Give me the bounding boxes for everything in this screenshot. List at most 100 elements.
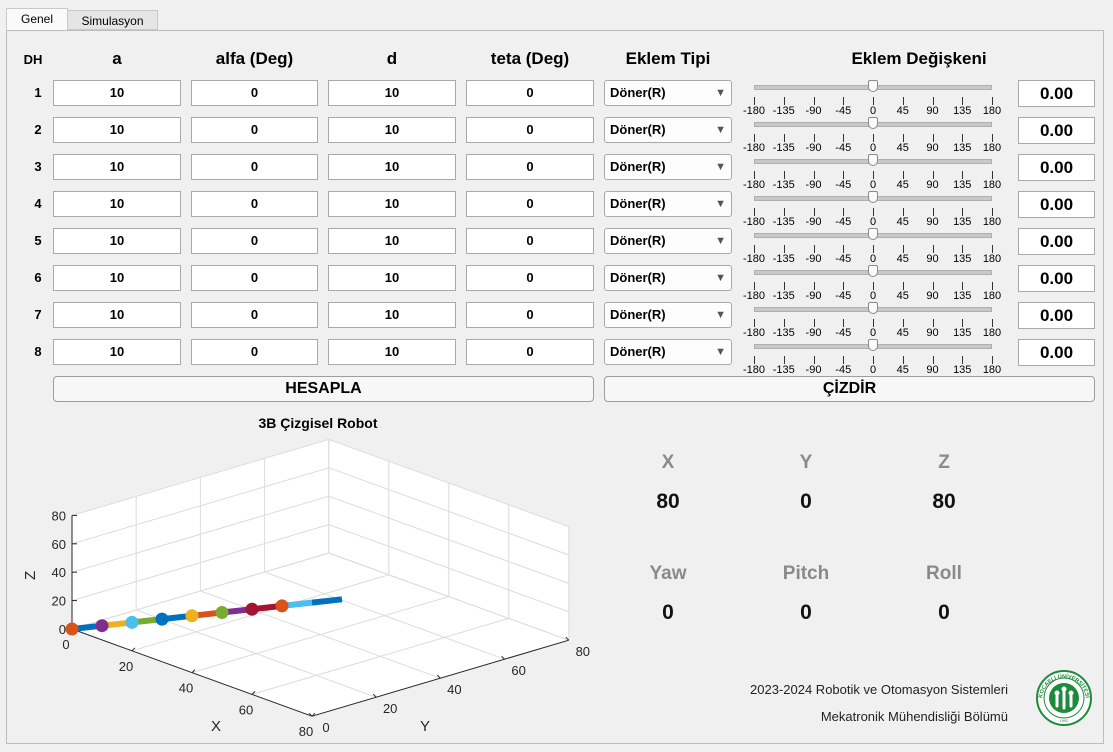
tab-simulasyon[interactable]: Simulasyon — [67, 10, 158, 30]
slider-thumb[interactable] — [868, 339, 878, 351]
teta-input[interactable]: 0 — [466, 191, 594, 217]
joint-variable-slider[interactable]: -180 -135 -90 -45 0 45 90 135 180 — [742, 191, 1004, 228]
slider-tick-label: 45 — [896, 105, 909, 117]
joint-type-dropdown[interactable]: Döner(R) ▼ — [604, 154, 732, 180]
joint-variable-slider[interactable]: -180 -135 -90 -45 0 45 90 135 180 — [742, 154, 1004, 191]
robot-3d-plot[interactable]: 0 20 40 60 80 0 20 40 60 80 0 20 40 60 80 X Y Z — [15, 432, 615, 742]
joint-variable-value[interactable]: 0.00 — [1018, 228, 1095, 255]
tab-genel[interactable]: Genel — [6, 8, 68, 30]
robot-joint — [245, 602, 259, 616]
joint-type-dropdown[interactable]: Döner(R) ▼ — [604, 228, 732, 254]
d-input[interactable]: 10 — [328, 117, 456, 143]
row-label: 3 — [34, 159, 42, 174]
tab-bar: Genel Simulasyon — [6, 8, 1104, 30]
a-input[interactable]: 10 — [53, 302, 181, 328]
d-input[interactable]: 10 — [328, 80, 456, 106]
alfa-input[interactable]: 0 — [191, 302, 318, 328]
d-input[interactable]: 10 — [328, 302, 456, 328]
d-input[interactable]: 10 — [328, 228, 456, 254]
z-tick-label: 40 — [52, 565, 66, 580]
teta-input[interactable]: 0 — [466, 302, 594, 328]
joint-type-dropdown[interactable]: Döner(R) ▼ — [604, 117, 732, 143]
row-label: 4 — [34, 196, 42, 211]
joint-type-dropdown[interactable]: Döner(R) ▼ — [604, 80, 732, 106]
plot-tick-labels: 0 20 40 60 80 0 20 40 60 80 0 20 40 60 80 — [52, 508, 591, 739]
joint-variable-value[interactable]: 0.00 — [1018, 117, 1095, 144]
joint-variable-slider[interactable]: -180 -135 -90 -45 0 45 90 135 180 — [742, 339, 1004, 376]
alfa-input[interactable]: 0 — [191, 339, 318, 365]
joint-variable-value[interactable]: 0.00 — [1018, 80, 1095, 107]
a-input[interactable]: 10 — [53, 117, 181, 143]
slider-thumb[interactable] — [868, 265, 878, 277]
joint-type-dropdown[interactable]: Döner(R) ▼ — [604, 265, 732, 291]
slider-tick-label: 135 — [953, 253, 972, 265]
z-tick-label: 20 — [52, 594, 66, 609]
a-input[interactable]: 10 — [53, 154, 181, 180]
teta-input[interactable]: 0 — [466, 265, 594, 291]
slider-thumb[interactable] — [868, 302, 878, 314]
draw-button[interactable]: ÇİZDİR — [604, 376, 1095, 402]
footer-department: Mekatronik Mühendisliği Bölümü — [820, 709, 1008, 724]
slider-tick-label: -45 — [835, 179, 852, 191]
slider-thumb[interactable] — [868, 117, 878, 129]
joint-type-dropdown[interactable]: Döner(R) ▼ — [604, 339, 732, 365]
slider-tick-label: 0 — [869, 216, 877, 228]
alfa-input[interactable]: 0 — [191, 154, 318, 180]
alfa-input[interactable]: 0 — [191, 117, 318, 143]
a-input[interactable]: 10 — [53, 339, 181, 365]
a-input[interactable]: 10 — [53, 191, 181, 217]
joint-variable-value[interactable]: 0.00 — [1018, 339, 1095, 366]
joint-variable-value[interactable]: 0.00 — [1018, 302, 1095, 329]
alfa-input[interactable]: 0 — [191, 228, 318, 254]
alfa-input[interactable]: 0 — [191, 191, 318, 217]
slider-tick-label: -135 — [772, 290, 795, 302]
a-input[interactable]: 10 — [53, 265, 181, 291]
joint-variable-slider[interactable]: -180 -135 -90 -45 0 45 90 135 180 — [742, 302, 1004, 339]
slider-tick-label: -90 — [805, 327, 822, 339]
teta-input[interactable]: 0 — [466, 228, 594, 254]
teta-input[interactable]: 0 — [466, 117, 594, 143]
d-input[interactable]: 10 — [328, 154, 456, 180]
teta-input[interactable]: 0 — [466, 80, 594, 106]
alfa-input[interactable]: 0 — [191, 80, 318, 106]
slider-thumb[interactable] — [868, 228, 878, 240]
slider-tick-label: -45 — [835, 105, 852, 117]
teta-input[interactable]: 0 — [466, 339, 594, 365]
calculate-button[interactable]: HESAPLA — [53, 376, 594, 402]
joint-variable-value[interactable]: 0.00 — [1018, 191, 1095, 218]
a-input[interactable]: 10 — [53, 80, 181, 106]
x-tick — [311, 712, 316, 717]
joint-type-dropdown[interactable]: Döner(R) ▼ — [604, 191, 732, 217]
joint-variable-slider[interactable]: -180 -135 -90 -45 0 45 90 135 180 — [742, 228, 1004, 265]
slider-tick — [843, 97, 845, 105]
joint-type-dropdown[interactable]: Döner(R) ▼ — [604, 302, 732, 328]
joint-variable-value[interactable]: 0.00 — [1018, 265, 1095, 292]
a-input[interactable]: 10 — [53, 228, 181, 254]
joint-variable-slider[interactable]: -180 -135 -90 -45 0 45 90 135 180 — [742, 80, 1004, 117]
x-tick — [191, 669, 196, 673]
slider-thumb[interactable] — [868, 191, 878, 203]
col-header-joint-type: Eklem Tipi — [625, 49, 711, 68]
slider-tick — [783, 356, 785, 364]
slider-thumb[interactable] — [868, 80, 878, 92]
joint-variable-value[interactable]: 0.00 — [1018, 154, 1095, 181]
joint-variable-slider[interactable]: -180 -135 -90 -45 0 45 90 135 180 — [742, 117, 1004, 154]
slider-tick — [754, 319, 755, 327]
slider-tick — [783, 245, 785, 253]
teta-input[interactable]: 0 — [466, 154, 594, 180]
slider-tick — [783, 171, 785, 179]
slider-tick — [932, 97, 934, 105]
slider-tick — [843, 134, 845, 142]
d-input[interactable]: 10 — [328, 339, 456, 365]
z-tick-label: 0 — [59, 622, 66, 637]
slider-tick — [813, 171, 815, 179]
d-input[interactable]: 10 — [328, 191, 456, 217]
slider-tick — [902, 134, 904, 142]
d-input[interactable]: 10 — [328, 265, 456, 291]
slider-thumb[interactable] — [868, 154, 878, 166]
joint-variable-slider[interactable]: -180 -135 -90 -45 0 45 90 135 180 — [742, 265, 1004, 302]
slider-tick — [902, 245, 904, 253]
y-tick-label: 80 — [576, 644, 590, 659]
col-header-alfa: alfa (Deg) — [215, 49, 294, 68]
alfa-input[interactable]: 0 — [191, 265, 318, 291]
